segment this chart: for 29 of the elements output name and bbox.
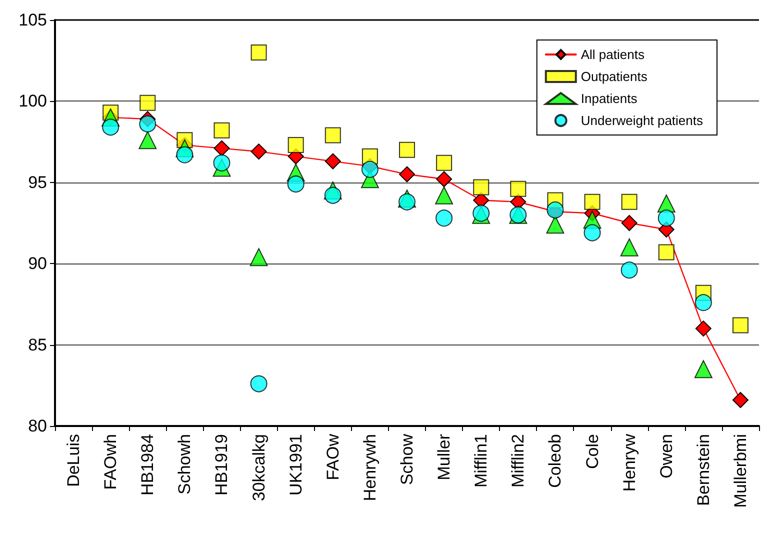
x-tick-label: DeLuis	[64, 434, 84, 487]
x-tick-label: Henrywh	[360, 434, 380, 502]
x-tick-label: UK1991	[286, 434, 306, 496]
x-tick-label: Henryw	[620, 433, 639, 492]
x-tick-label: Muller	[434, 434, 454, 480]
x-tick-label: HB1984	[138, 434, 158, 496]
y-tick-label: 90	[28, 254, 47, 274]
x-tick-label: Owen	[656, 434, 676, 478]
x-tick-label: Schowh	[175, 434, 194, 494]
x-tick-label: Coleob	[546, 434, 565, 488]
legend-label: All patients	[580, 47, 645, 62]
legend-label: Underweight patients	[580, 113, 704, 128]
y-tick-label: 85	[28, 335, 47, 354]
x-tick-label: Schow	[398, 433, 416, 486]
y-tick-label: 105	[18, 10, 47, 30]
x-tick-label: 30kcalkg	[249, 434, 268, 502]
x-tick-label: Mullerbmi	[730, 434, 750, 508]
y-tick-label: 95	[28, 172, 47, 192]
x-tick-label: FAOwh	[101, 434, 120, 490]
x-tick-label: HB1919	[212, 434, 232, 496]
legend-label: Inpatients	[580, 91, 638, 106]
x-tick-label: Mifflin2	[508, 434, 528, 488]
y-tick-label: 100	[18, 92, 47, 111]
x-tick-label: Bernstein	[694, 434, 713, 506]
x-tick-label: FAOw	[323, 433, 342, 480]
x-tick-label: Mifflin1	[472, 434, 491, 488]
y-tick-label: 80	[28, 416, 47, 436]
x-tick-label: Cole	[582, 434, 602, 469]
legend-label: Outpatients	[580, 69, 648, 84]
